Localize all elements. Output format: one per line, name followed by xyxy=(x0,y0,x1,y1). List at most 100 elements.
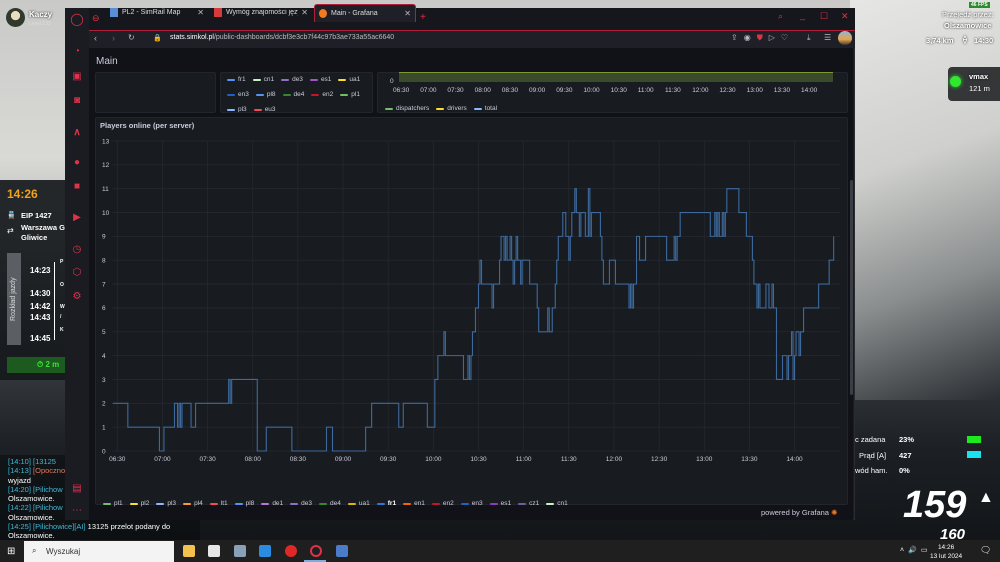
legend-item-ua1[interactable]: ua1 xyxy=(347,500,370,507)
system-tray[interactable]: ˄🔊▭ xyxy=(900,546,931,554)
close-tab-icon[interactable]: ✕ xyxy=(404,9,411,18)
notifications-icon[interactable]: 🗨 xyxy=(980,545,992,555)
legend-item-cn1[interactable]: cn1 xyxy=(546,500,568,508)
legend-item-en2[interactable]: en2 xyxy=(311,89,333,102)
legend-item-lt1[interactable]: lt1 xyxy=(209,500,228,508)
legend-item-de4[interactable]: de4 xyxy=(282,89,304,102)
legend-item-fr1[interactable]: fr1 xyxy=(376,500,396,507)
player-icon[interactable]: ▶ xyxy=(73,212,81,223)
minimize-button[interactable]: _ xyxy=(800,10,806,20)
y-tick-label: 9 xyxy=(102,234,106,241)
tab-language-requirement[interactable]: Wymóg znajomości języka✕ xyxy=(210,4,312,22)
grafana-logo-icon: ✺ xyxy=(831,508,838,517)
aria-icon[interactable]: ∧ xyxy=(73,127,81,138)
volume-icon[interactable]: 🔊 xyxy=(908,547,921,554)
messenger-icon[interactable]: ● xyxy=(73,157,81,168)
calculator-icon[interactable] xyxy=(234,545,246,557)
more-icon[interactable]: ⋯ xyxy=(72,505,82,516)
easy-setup-icon[interactable]: ☰ xyxy=(824,33,832,42)
taskbar-search[interactable]: ⌕ Wyszukaj xyxy=(24,541,174,562)
taskbar-clock[interactable]: 14:26 13 lut 2024 xyxy=(930,543,962,561)
tab-grafana[interactable]: Main - Grafana ✕ xyxy=(314,4,416,22)
legend-swatch xyxy=(338,78,347,81)
tray-chevron-icon[interactable]: ˄ xyxy=(900,547,909,554)
reload-button[interactable]: ↻ xyxy=(128,33,135,42)
legend-label: lt1 xyxy=(220,500,228,508)
gauge-value: 0% xyxy=(899,466,910,475)
search-tabs-icon[interactable]: ⌕ xyxy=(778,11,784,21)
mail-icon[interactable] xyxy=(259,545,271,557)
timetable-button[interactable]: Rozkład jazdy xyxy=(7,253,21,345)
shopping-icon[interactable]: ▣ xyxy=(72,71,82,82)
tab-simrail-map[interactable]: PL2 - SimRail Map ✕ xyxy=(106,4,208,22)
url-field[interactable]: stats.simkol.pl/public-dashboards/dcbf3e… xyxy=(170,34,394,41)
send-icon[interactable]: ▷ xyxy=(768,33,781,42)
legend-item-es1[interactable]: es1 xyxy=(309,74,331,87)
profile-avatar[interactable] xyxy=(838,31,852,45)
camera-icon[interactable]: ◉ xyxy=(743,33,757,42)
app-icon[interactable] xyxy=(285,545,297,557)
legend-item-de3[interactable]: de3 xyxy=(281,74,303,87)
legend-item-de1[interactable]: de1 xyxy=(261,500,283,507)
legend-item-pl1[interactable]: pl1 xyxy=(340,89,360,102)
opera-menu-icon[interactable]: ◯ xyxy=(70,12,84,26)
legend-item-eu3[interactable]: eu3 xyxy=(253,104,276,112)
forward-button[interactable]: › xyxy=(112,33,115,43)
maximize-button[interactable]: ☐ xyxy=(820,11,829,21)
network-icon[interactable]: ▭ xyxy=(920,547,932,554)
simrail-taskbar-icon[interactable] xyxy=(336,545,348,557)
speed-dial-icon[interactable]: ◔ xyxy=(73,46,81,57)
legend-item-ua1[interactable]: ua1 xyxy=(338,74,360,87)
legend-item-pl3[interactable]: pl3 xyxy=(227,104,247,112)
close-tab-icon[interactable]: ✕ xyxy=(301,8,308,17)
powered-by-grafana[interactable]: powered by Grafana ✺ xyxy=(761,508,837,517)
legend-item-cn1[interactable]: cn1 xyxy=(252,74,274,87)
legend-item-pl3[interactable]: pl3 xyxy=(156,500,176,507)
store-icon[interactable] xyxy=(208,545,220,557)
legend-item-dispatchers[interactable]: dispatchers xyxy=(385,105,429,112)
chat-message: [14:25] [Pilichowice][AI] 13125 przelot … xyxy=(8,522,200,531)
legend-item-pl4[interactable]: pl4 xyxy=(183,500,203,507)
legend-item-es1[interactable]: es1 xyxy=(489,500,511,507)
close-tab-icon[interactable]: ✕ xyxy=(197,8,204,17)
snapshot-icon[interactable]: ◙ xyxy=(73,95,81,106)
series-line-fr1[interactable] xyxy=(112,188,835,452)
chat-text: Olszamowice. xyxy=(8,512,55,522)
settings-icon[interactable]: ⚙ xyxy=(72,291,82,302)
legend-item-en3[interactable]: en3 xyxy=(460,500,483,507)
legend-swatch xyxy=(546,502,555,505)
legend-item-pl8[interactable]: pl8 xyxy=(234,500,254,507)
legend-item-en2[interactable]: en2 xyxy=(431,500,454,507)
bookmark-icon[interactable]: ♡ xyxy=(780,33,795,42)
legend-item-en1[interactable]: en1 xyxy=(403,500,425,507)
discord-icon[interactable]: ■ xyxy=(73,181,81,192)
legend-item-en3[interactable]: en3 xyxy=(227,89,249,102)
legend-item-fr1[interactable]: fr1 xyxy=(227,74,246,87)
legend-item-drivers[interactable]: drivers xyxy=(436,105,467,112)
close-window-button[interactable]: ✕ xyxy=(841,11,849,21)
file-explorer-icon[interactable] xyxy=(183,545,195,557)
legend-item-de3[interactable]: de3 xyxy=(290,500,312,507)
legend-label: cn1 xyxy=(557,500,568,508)
downloads-icon[interactable]: ⤓ xyxy=(807,33,811,42)
gauge-bar xyxy=(967,436,981,443)
panel-players-online xyxy=(95,117,848,505)
legend-item-pl1[interactable]: pl1 xyxy=(103,500,123,507)
page-scrollbar[interactable] xyxy=(850,180,853,395)
workspace-icon[interactable]: ⊖ xyxy=(92,13,100,23)
legend-item-pl2[interactable]: pl2 xyxy=(129,500,149,507)
windows-start-icon[interactable]: ⊞ xyxy=(7,546,16,557)
legend-item-total[interactable]: total xyxy=(473,105,497,112)
legend-item-pl8[interactable]: pl8 xyxy=(255,89,276,102)
back-button[interactable]: ‹ xyxy=(94,33,97,43)
legend-swatch xyxy=(103,502,111,505)
legend-item-cz1[interactable]: cz1 xyxy=(518,500,539,507)
adblock-icon[interactable]: ⛊ xyxy=(756,33,769,42)
legend-item-de4[interactable]: de4 xyxy=(319,500,341,507)
new-tab-button[interactable]: + xyxy=(420,12,426,23)
sidebar-setup-icon[interactable]: ▤ xyxy=(72,483,82,494)
history-icon[interactable]: ◷ xyxy=(72,244,82,255)
opera-taskbar-icon[interactable] xyxy=(310,545,322,557)
share-icon[interactable]: ⇪ xyxy=(731,33,744,42)
extensions-icon[interactable]: ⬡ xyxy=(72,267,82,278)
